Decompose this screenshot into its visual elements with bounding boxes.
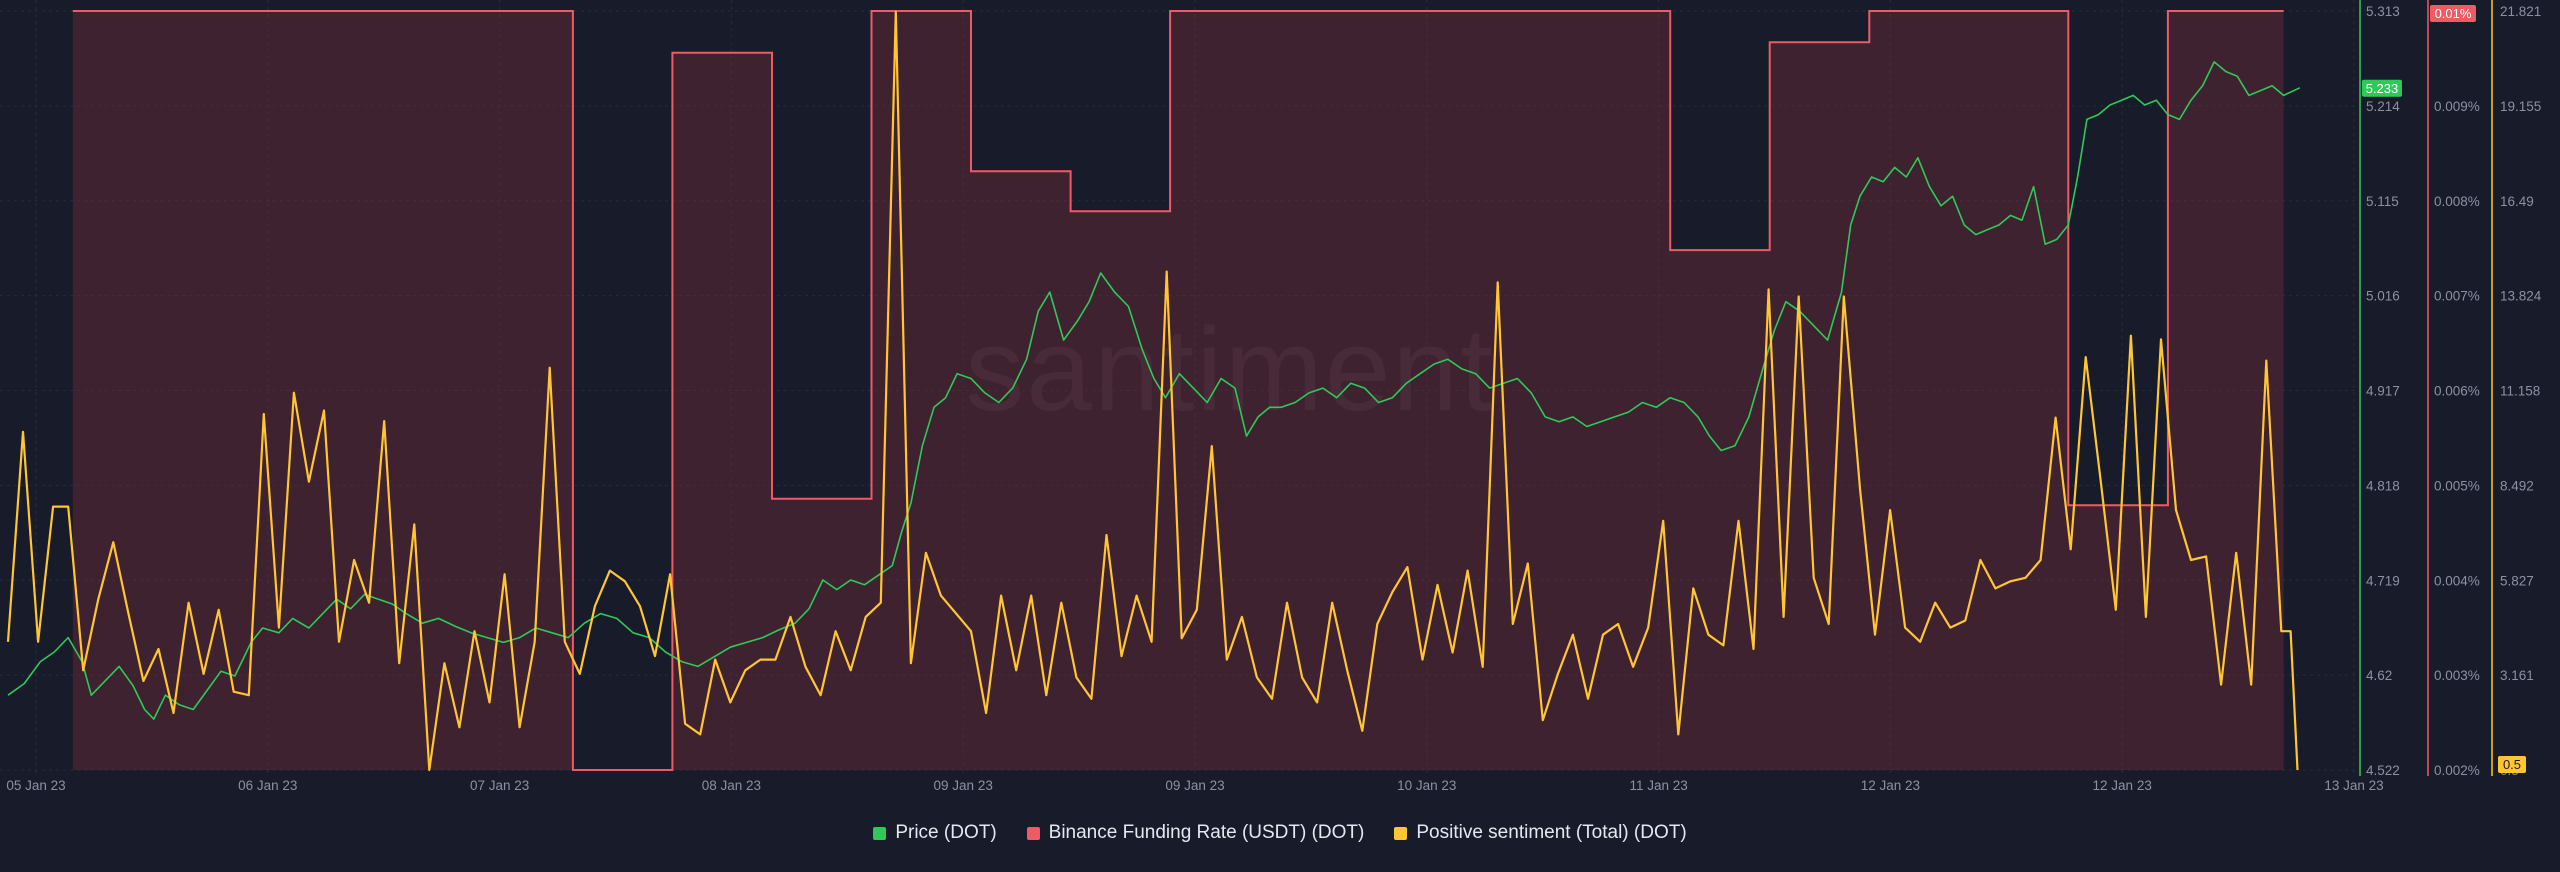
price-axis-tick-label: 5.115 xyxy=(2366,194,2399,209)
price-axis-tick-label: 5.016 xyxy=(2366,289,2400,304)
price-axis-tick-label: 5.313 xyxy=(2366,4,2400,19)
x-tick-label: 12 Jan 23 xyxy=(1861,778,1920,793)
x-tick-label: 05 Jan 23 xyxy=(6,778,65,793)
funding-axis-tick-label: 0.006% xyxy=(2434,384,2480,399)
legend-label-sentiment: Positive sentiment (Total) (DOT) xyxy=(1416,822,1687,843)
funding-value-badge xyxy=(2430,5,2476,22)
x-tick-label: 08 Jan 23 xyxy=(702,778,761,793)
x-tick-label: 13 Jan 23 xyxy=(2324,778,2383,793)
price-axis-tick-label: 4.719 xyxy=(2366,573,2400,588)
x-tick-label: 12 Jan 23 xyxy=(2093,778,2152,793)
funding-axis-tick-label: 0.005% xyxy=(2434,478,2480,493)
sentiment-axis-tick-label: 3.161 xyxy=(2500,668,2534,683)
sentiment-axis-tick-label: 8.492 xyxy=(2500,478,2534,493)
watermark: santiment xyxy=(965,304,1495,436)
price-value-badge-label: 5.233 xyxy=(2366,81,2399,96)
funding-axis-tick-label: 0.004% xyxy=(2434,573,2480,588)
price-axis-tick-label: 5.214 xyxy=(2366,99,2400,114)
sentiment-axis-tick-label: 13.824 xyxy=(2500,289,2542,304)
price-axis-tick-label: 4.62 xyxy=(2366,668,2392,683)
funding-axis-tick-label: 0.003% xyxy=(2434,668,2480,683)
price-axis-tick-label: 4.917 xyxy=(2366,384,2400,399)
x-axis: 05 Jan 23 06 Jan 23 07 Jan 23 08 Jan 23 09 J… xyxy=(6,778,2383,793)
x-tick-label: 09 Jan 23 xyxy=(1165,778,1224,793)
funding-axis-tick-label: 0.008% xyxy=(2434,194,2480,209)
x-tick-label: 06 Jan 23 xyxy=(238,778,297,793)
sentiment-axis-tick-label: 16.49 xyxy=(2500,194,2534,209)
funding-value-badge-label: 0.01% xyxy=(2435,6,2472,21)
funding-rate-series xyxy=(72,10,2284,771)
sentiment-axis-tick-label: 5.827 xyxy=(2500,573,2534,588)
legend-swatch-price xyxy=(873,826,887,840)
funding-axis-tick-label: 0.009% xyxy=(2434,99,2480,114)
x-tick-label: 07 Jan 23 xyxy=(470,778,529,793)
legend-item-price[interactable]: Price (DOT) xyxy=(873,822,997,844)
sentiment-value-badge xyxy=(2498,756,2526,773)
funding-axis-tick-label: 0.002% xyxy=(2434,763,2480,778)
price-axis-tick-label: 4.818 xyxy=(2366,478,2400,493)
legend: Price (DOT) Binance Funding Rate (USDT) … xyxy=(0,818,2560,848)
legend-swatch-funding-rate xyxy=(1026,826,1040,840)
sentiment-line xyxy=(6,10,2299,772)
sentiment-axis-tick-label: 19.155 xyxy=(2500,99,2541,114)
sentiment-axis-tick-label: 21.821 xyxy=(2500,4,2541,19)
price-series xyxy=(7,61,2301,720)
axes: 5.313 5.214 5.115 5.016 4.917 4.818 4.719 4.62 4… xyxy=(2359,0,2542,778)
legend-swatch-sentiment xyxy=(1394,826,1408,840)
x-tick-label: 11 Jan 23 xyxy=(1629,778,1687,793)
legend-item-funding-rate[interactable]: Binance Funding Rate (USDT) (DOT) xyxy=(1026,822,1365,844)
legend-label-funding-rate: Binance Funding Rate (USDT) (DOT) xyxy=(1048,822,1365,843)
x-tick-label: 09 Jan 23 xyxy=(934,778,993,793)
sentiment-series xyxy=(6,10,2299,772)
price-axis-tick-label: 4.522 xyxy=(2366,763,2400,778)
legend-label-price: Price (DOT) xyxy=(895,822,997,843)
funding-axis-tick-label: 0.007% xyxy=(2434,289,2480,304)
sentiment-value-badge-label: 0.5 xyxy=(2503,757,2521,772)
price-value-badge xyxy=(2362,79,2402,97)
price-line xyxy=(7,61,2301,720)
legend-item-sentiment[interactable]: Positive sentiment (Total) (DOT) xyxy=(1394,822,1687,844)
x-tick-label: 10 Jan 23 xyxy=(1397,778,1456,793)
funding-rate-line xyxy=(72,10,2284,771)
funding-rate-area xyxy=(72,11,2284,770)
sentiment-axis-tick-label: 11.158 xyxy=(2500,384,2540,399)
